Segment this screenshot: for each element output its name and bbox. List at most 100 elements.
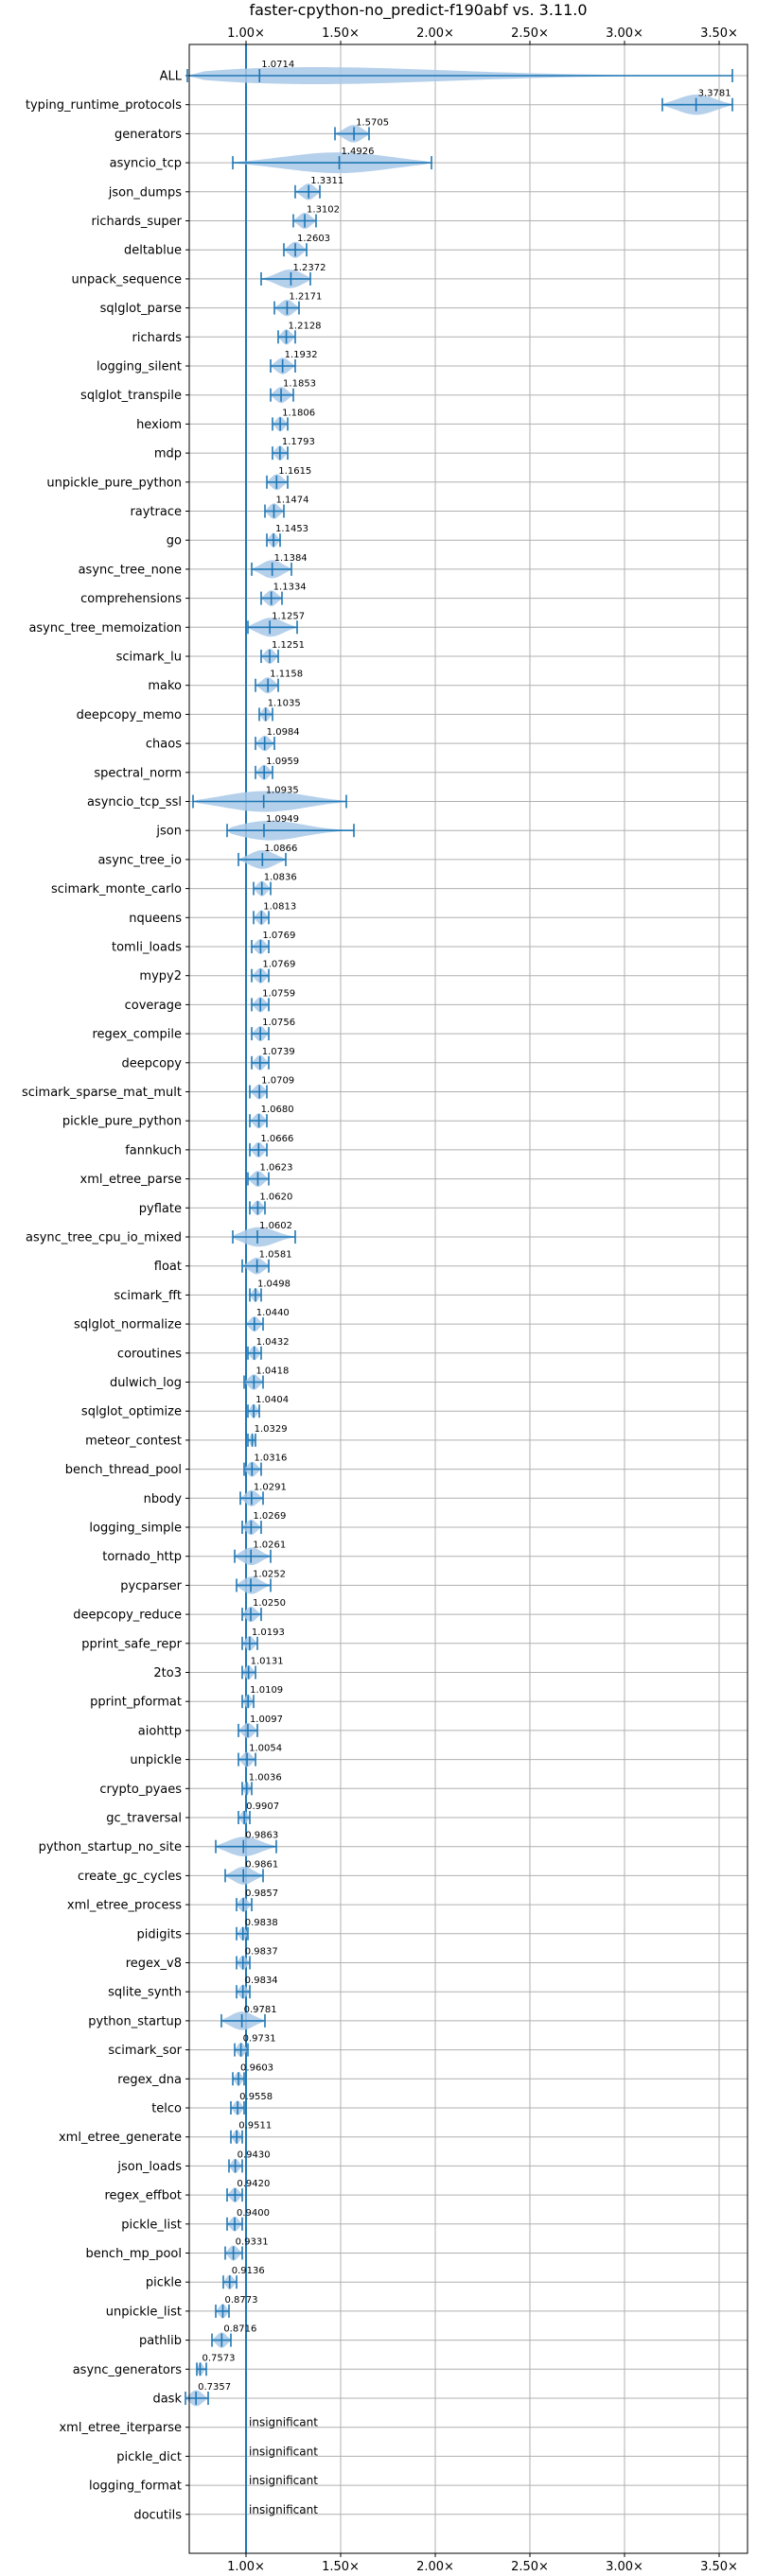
- value-label: 1.0602: [259, 1221, 292, 1231]
- y-tick-label: sqlglot_optimize: [81, 1405, 182, 1419]
- value-label: 1.0866: [264, 844, 297, 854]
- value-label: 1.4926: [342, 147, 375, 157]
- value-label: 1.0984: [267, 727, 300, 738]
- value-label: 1.2372: [292, 263, 326, 273]
- value-label: 1.0269: [253, 1511, 286, 1522]
- y-tick-label: unpickle_list: [106, 2305, 182, 2319]
- y-tick-label: deltablue: [124, 244, 182, 258]
- x-tick-label-top: 3.00×: [606, 26, 643, 41]
- y-tick-label: regex_dna: [117, 2073, 182, 2087]
- value-label: 0.9400: [237, 2208, 270, 2219]
- value-label: 1.1158: [270, 670, 303, 680]
- value-label: 0.8773: [224, 2295, 257, 2306]
- value-label: 0.9907: [246, 1801, 279, 1812]
- value-label: 1.0759: [262, 988, 295, 999]
- y-tick-label: logging_format: [89, 2480, 182, 2494]
- y-tick-label: unpickle: [130, 1753, 182, 1767]
- y-tick-label: nqueens: [129, 912, 182, 926]
- y-tick-label: float: [154, 1260, 182, 1274]
- value-label: 0.9781: [244, 2005, 277, 2015]
- y-tick-label: async_tree_cpu_io_mixed: [26, 1231, 182, 1245]
- value-label: 1.0623: [259, 1163, 292, 1174]
- value-label: 1.0097: [250, 1714, 283, 1725]
- value-label: 1.0329: [255, 1424, 288, 1435]
- y-tick-label: scimark_lu: [116, 651, 182, 665]
- value-label: 1.2603: [297, 234, 330, 244]
- value-label: 1.0036: [249, 1772, 282, 1783]
- y-tick-label: gc_traversal: [106, 1812, 182, 1826]
- insignificant-label: insignificant: [249, 2474, 318, 2487]
- marks-layer: [185, 44, 733, 2553]
- y-tick-label: pprint_pformat: [90, 1696, 182, 1710]
- value-label: 1.0709: [261, 1076, 294, 1087]
- value-label: 1.0250: [253, 1598, 286, 1609]
- y-tick-label: xml_etree_process: [67, 1899, 182, 1913]
- value-label: 1.1806: [282, 408, 315, 418]
- y-tick-label: nbody: [144, 1492, 183, 1506]
- value-label: 1.1793: [282, 437, 315, 447]
- value-label: 3.3781: [698, 89, 731, 99]
- value-label: 0.9857: [245, 1888, 278, 1899]
- value-label: 1.0680: [261, 1105, 294, 1115]
- y-tick-label: scimark_sparse_mat_mult: [22, 1086, 182, 1100]
- insignificant-label: insignificant: [249, 2503, 318, 2516]
- value-label: 1.0959: [266, 757, 299, 767]
- value-label: 1.1615: [278, 466, 311, 477]
- y-tick-label: pathlib: [139, 2334, 182, 2348]
- y-tick-label: logging_simple: [89, 1522, 182, 1536]
- y-tick-label: pickle_list: [121, 2218, 182, 2232]
- y-tick-label: telco: [151, 2102, 182, 2116]
- insignificant-label: insignificant: [249, 2445, 318, 2458]
- y-tick-label: ALL: [160, 70, 183, 84]
- y-tick-label: dulwich_log: [110, 1376, 182, 1390]
- y-tick-label: unpack_sequence: [71, 272, 182, 287]
- y-tick-label: json: [155, 825, 182, 839]
- value-label: 1.1334: [273, 583, 307, 593]
- value-label: 1.0440: [256, 1308, 290, 1318]
- value-label: 1.0316: [254, 1453, 287, 1464]
- value-label: 0.9511: [238, 2121, 272, 2132]
- y-tick-label: fannkuch: [125, 1143, 182, 1157]
- insignificant-label: insignificant: [249, 2416, 318, 2429]
- labels-layer: 1.00× 1.00× 1.50× 1.50× 2.00× 2.00× 2.50× 2.50×…: [22, 26, 738, 2574]
- y-tick-label: tomli_loads: [112, 941, 182, 955]
- value-label: 1.0813: [263, 901, 296, 912]
- chart-title: faster-cpython-no_predict-f190abf vs. 3.…: [249, 1, 587, 20]
- value-label: 1.0109: [250, 1685, 283, 1696]
- x-tick-label-bottom: 3.50×: [700, 2560, 738, 2572]
- y-tick-label: tornado_http: [102, 1550, 182, 1564]
- value-label: 1.0291: [254, 1482, 287, 1492]
- value-label: 1.0949: [266, 814, 299, 825]
- y-tick-label: comprehensions: [80, 592, 182, 606]
- value-label: 1.1384: [274, 553, 308, 564]
- y-tick-label: json_loads: [116, 2160, 182, 2174]
- value-label: 1.0432: [256, 1337, 290, 1348]
- y-tick-label: sqlglot_transpile: [80, 389, 182, 403]
- value-label: 1.0252: [253, 1569, 286, 1579]
- y-tick-label: deepcopy_memo: [77, 708, 182, 722]
- y-tick-label: crypto_pyaes: [99, 1783, 182, 1797]
- value-label: 1.0769: [262, 931, 295, 941]
- value-label: 0.9837: [245, 1947, 278, 1958]
- x-tick-label-top: 1.50×: [322, 26, 360, 41]
- y-tick-label: regex_compile: [92, 1028, 182, 1042]
- x-tick-label-bottom: 2.50×: [511, 2560, 549, 2572]
- y-tick-label: python_startup: [88, 2014, 182, 2028]
- value-label: 1.1453: [275, 524, 308, 534]
- value-label: 0.8716: [223, 2324, 256, 2335]
- y-tick-label: pickle_pure_python: [62, 1115, 182, 1129]
- value-label: 1.0261: [253, 1540, 286, 1551]
- y-tick-label: pprint_safe_repr: [81, 1637, 182, 1651]
- value-label: 1.1251: [272, 640, 305, 651]
- y-tick-label: bench_thread_pool: [65, 1463, 182, 1477]
- y-tick-label: async_generators: [73, 2363, 183, 2377]
- y-tick-label: pickle_dict: [116, 2450, 182, 2464]
- value-label: 1.0131: [251, 1657, 284, 1667]
- x-tick-label-top: 1.00×: [227, 26, 265, 41]
- y-tick-label: unpickle_pure_python: [46, 476, 182, 490]
- value-label: 1.1035: [268, 698, 301, 708]
- y-tick-label: xml_etree_iterparse: [59, 2421, 182, 2435]
- y-tick-label: docutils: [133, 2508, 182, 2522]
